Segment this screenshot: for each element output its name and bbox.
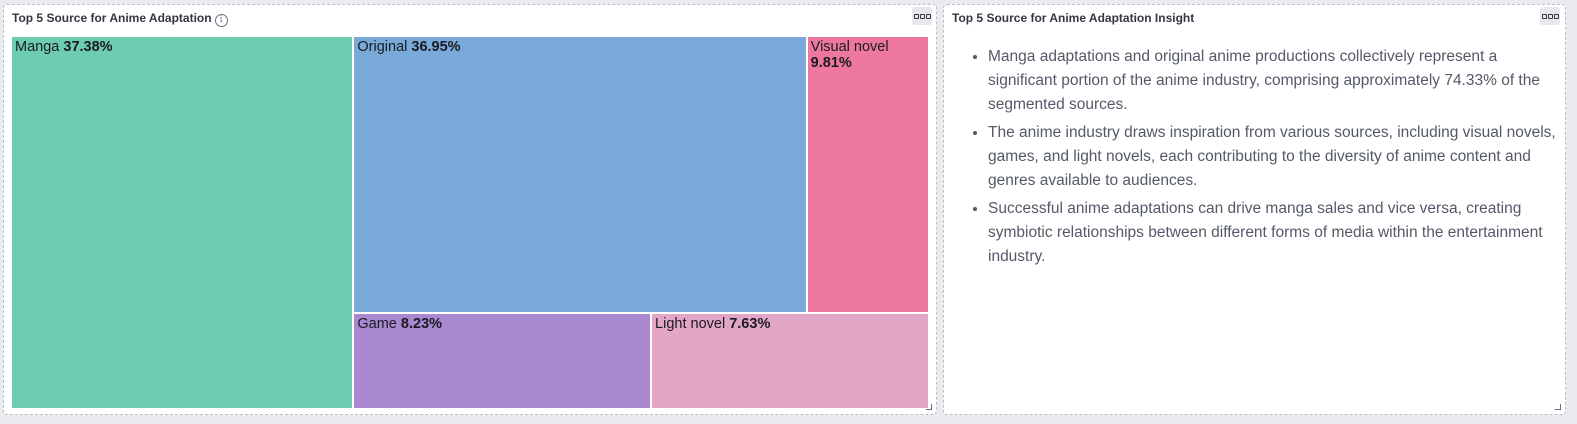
resize-handle[interactable] xyxy=(926,404,932,410)
panel-title: Top 5 Source for Anime Adaptation i xyxy=(12,11,228,27)
options-icon xyxy=(913,13,919,19)
tile-label: Manga xyxy=(15,39,60,55)
tile-value: 37.38% xyxy=(63,39,113,55)
tile-value: 8.23% xyxy=(400,316,443,333)
insight-panel-title: Top 5 Source for Anime Adaptation Insigh… xyxy=(952,11,1195,25)
tile-label: Original xyxy=(357,39,408,55)
tile-value: 7.63% xyxy=(729,316,771,333)
info-icon[interactable]: i xyxy=(214,14,228,27)
panel-title-text: Top 5 Source for Anime Adaptation xyxy=(12,11,212,25)
insight-panel: Top 5 Source for Anime Adaptation Insigh… xyxy=(943,4,1566,415)
treemap-panel: Top 5 Source for Anime Adaptation i Manga… xyxy=(3,4,937,415)
treemap-tile-manga[interactable]: Manga 37.38% xyxy=(12,37,355,408)
treemap-tile-game[interactable]: Game 8.23% xyxy=(354,314,653,408)
options-icon xyxy=(1541,13,1547,19)
insight-options-button[interactable] xyxy=(1540,7,1560,25)
treemap-chart: Manga 37.38% Original 36.95% Visual novel … xyxy=(12,37,928,408)
options-icon-dot xyxy=(925,13,931,19)
options-icon-dot xyxy=(1553,13,1559,19)
insight-item: Successful anime adaptations can drive m… xyxy=(988,197,1568,269)
resize-handle[interactable] xyxy=(1555,404,1561,410)
options-icon-dot xyxy=(919,13,925,19)
insight-list: Manga adaptations and original anime pro… xyxy=(968,45,1568,273)
tile-value: 36.95% xyxy=(411,39,461,55)
treemap-tile-visual-novel[interactable]: Visual novel 9.81% xyxy=(807,37,928,315)
options-icon-dot xyxy=(1547,13,1553,19)
tile-value: 9.81% xyxy=(810,55,852,71)
insight-item: The anime industry draws inspiration fro… xyxy=(988,121,1568,193)
tile-label: Game xyxy=(357,316,397,333)
insight-item: Manga adaptations and original anime pro… xyxy=(988,45,1568,117)
tile-label: Visual novel xyxy=(810,39,889,55)
tile-label: Light novel xyxy=(655,316,726,333)
panel-options-button[interactable] xyxy=(912,7,932,25)
treemap-tile-light-novel[interactable]: Light novel 7.63% xyxy=(652,314,928,408)
treemap-tile-original[interactable]: Original 36.95% xyxy=(354,37,808,315)
